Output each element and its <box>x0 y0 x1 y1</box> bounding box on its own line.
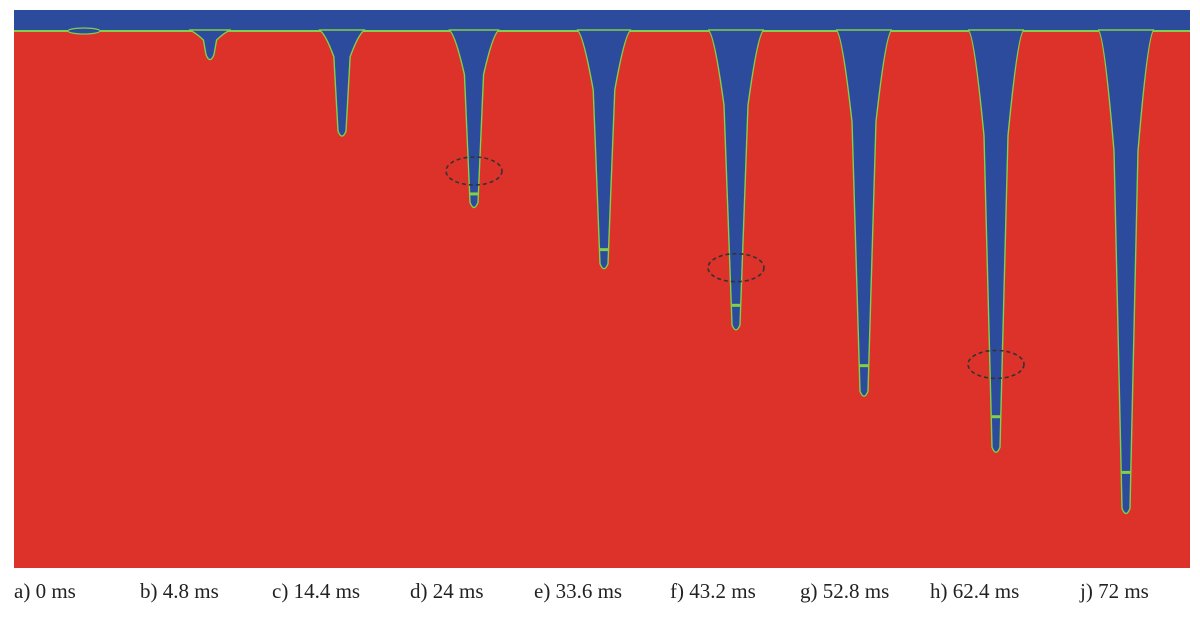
frame-label-h: h) 62.4 ms <box>930 579 1020 603</box>
jet-b <box>188 29 232 61</box>
pinch-band-j <box>1121 470 1131 474</box>
pinch-band-d <box>469 192 479 196</box>
gas-jets <box>67 27 1155 515</box>
frame-label-c: c) 14.4 ms <box>272 579 361 603</box>
jet-h <box>967 29 1025 453</box>
simulation-panel <box>14 10 1190 568</box>
frame-label-d: d) 24 ms <box>410 579 484 603</box>
jet-g <box>835 29 893 397</box>
pinch-ring-h <box>967 349 1025 380</box>
jet-a <box>67 27 101 35</box>
frame-label-a: a) 0 ms <box>14 579 76 603</box>
jet-e <box>576 29 632 270</box>
frame-label-f: f) 43.2 ms <box>670 579 756 603</box>
pinch-band-f <box>731 303 741 307</box>
frame-label-j: j) 72 ms <box>1080 579 1149 603</box>
pinch-band-e <box>599 248 609 252</box>
frame-label-g: g) 52.8 ms <box>800 579 890 603</box>
frame-label-b: b) 4.8 ms <box>140 579 219 603</box>
jet-f <box>707 29 765 331</box>
frame-label-e: e) 33.6 ms <box>534 579 623 603</box>
pinch-ring-d <box>445 156 503 186</box>
pinch-ring-f <box>707 252 765 283</box>
gas-layer <box>14 10 1190 30</box>
jet-j <box>1097 29 1155 515</box>
pinch-band-g <box>859 364 869 368</box>
jet-c <box>318 29 366 137</box>
pinch-band-h <box>991 415 1001 419</box>
jet-d <box>448 29 500 209</box>
